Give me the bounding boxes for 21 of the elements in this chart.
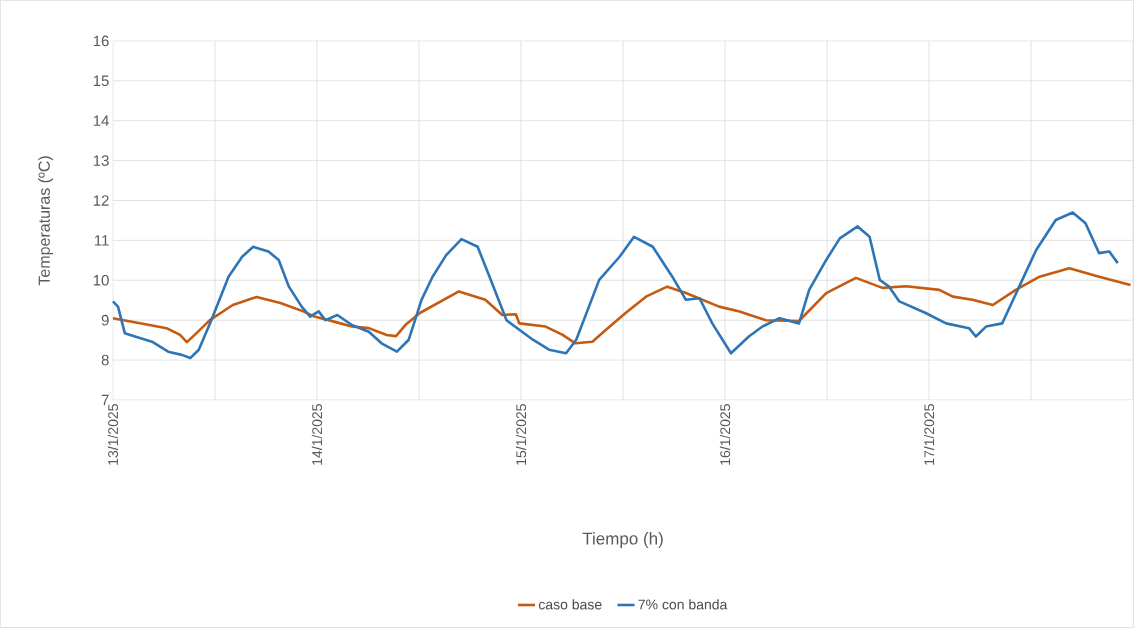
y-axis-title: Temperaturas (ºC): [38, 156, 54, 286]
y-tick-label: 16: [93, 35, 109, 47]
y-tick-label: 7: [101, 394, 109, 406]
legend-label: caso base: [538, 599, 602, 610]
y-tick-label: 11: [94, 235, 109, 246]
x-tick-label: 15/1/2025: [515, 404, 527, 465]
x-tick-label: 14/1/2025: [311, 404, 323, 465]
y-tick-label: 9: [101, 314, 109, 326]
line-series: [111, 267, 1132, 345]
y-tick-label: 10: [93, 275, 109, 286]
legend-label: 7% con banda: [638, 599, 728, 610]
x-tick-label: 17/1/2025: [923, 404, 935, 465]
y-tick-label: 13: [93, 155, 109, 166]
y-tick-label: 8: [101, 354, 109, 366]
x-tick-label: 13/1/2025: [107, 404, 119, 465]
y-tick-label: 14: [93, 115, 109, 126]
x-tick-label: 16/1/2025: [719, 404, 731, 465]
y-tick-label: 12: [93, 195, 109, 206]
x-axis-title: Tiempo (h): [582, 532, 663, 548]
line-series: [111, 211, 1120, 360]
y-tick-label: 15: [93, 75, 109, 87]
